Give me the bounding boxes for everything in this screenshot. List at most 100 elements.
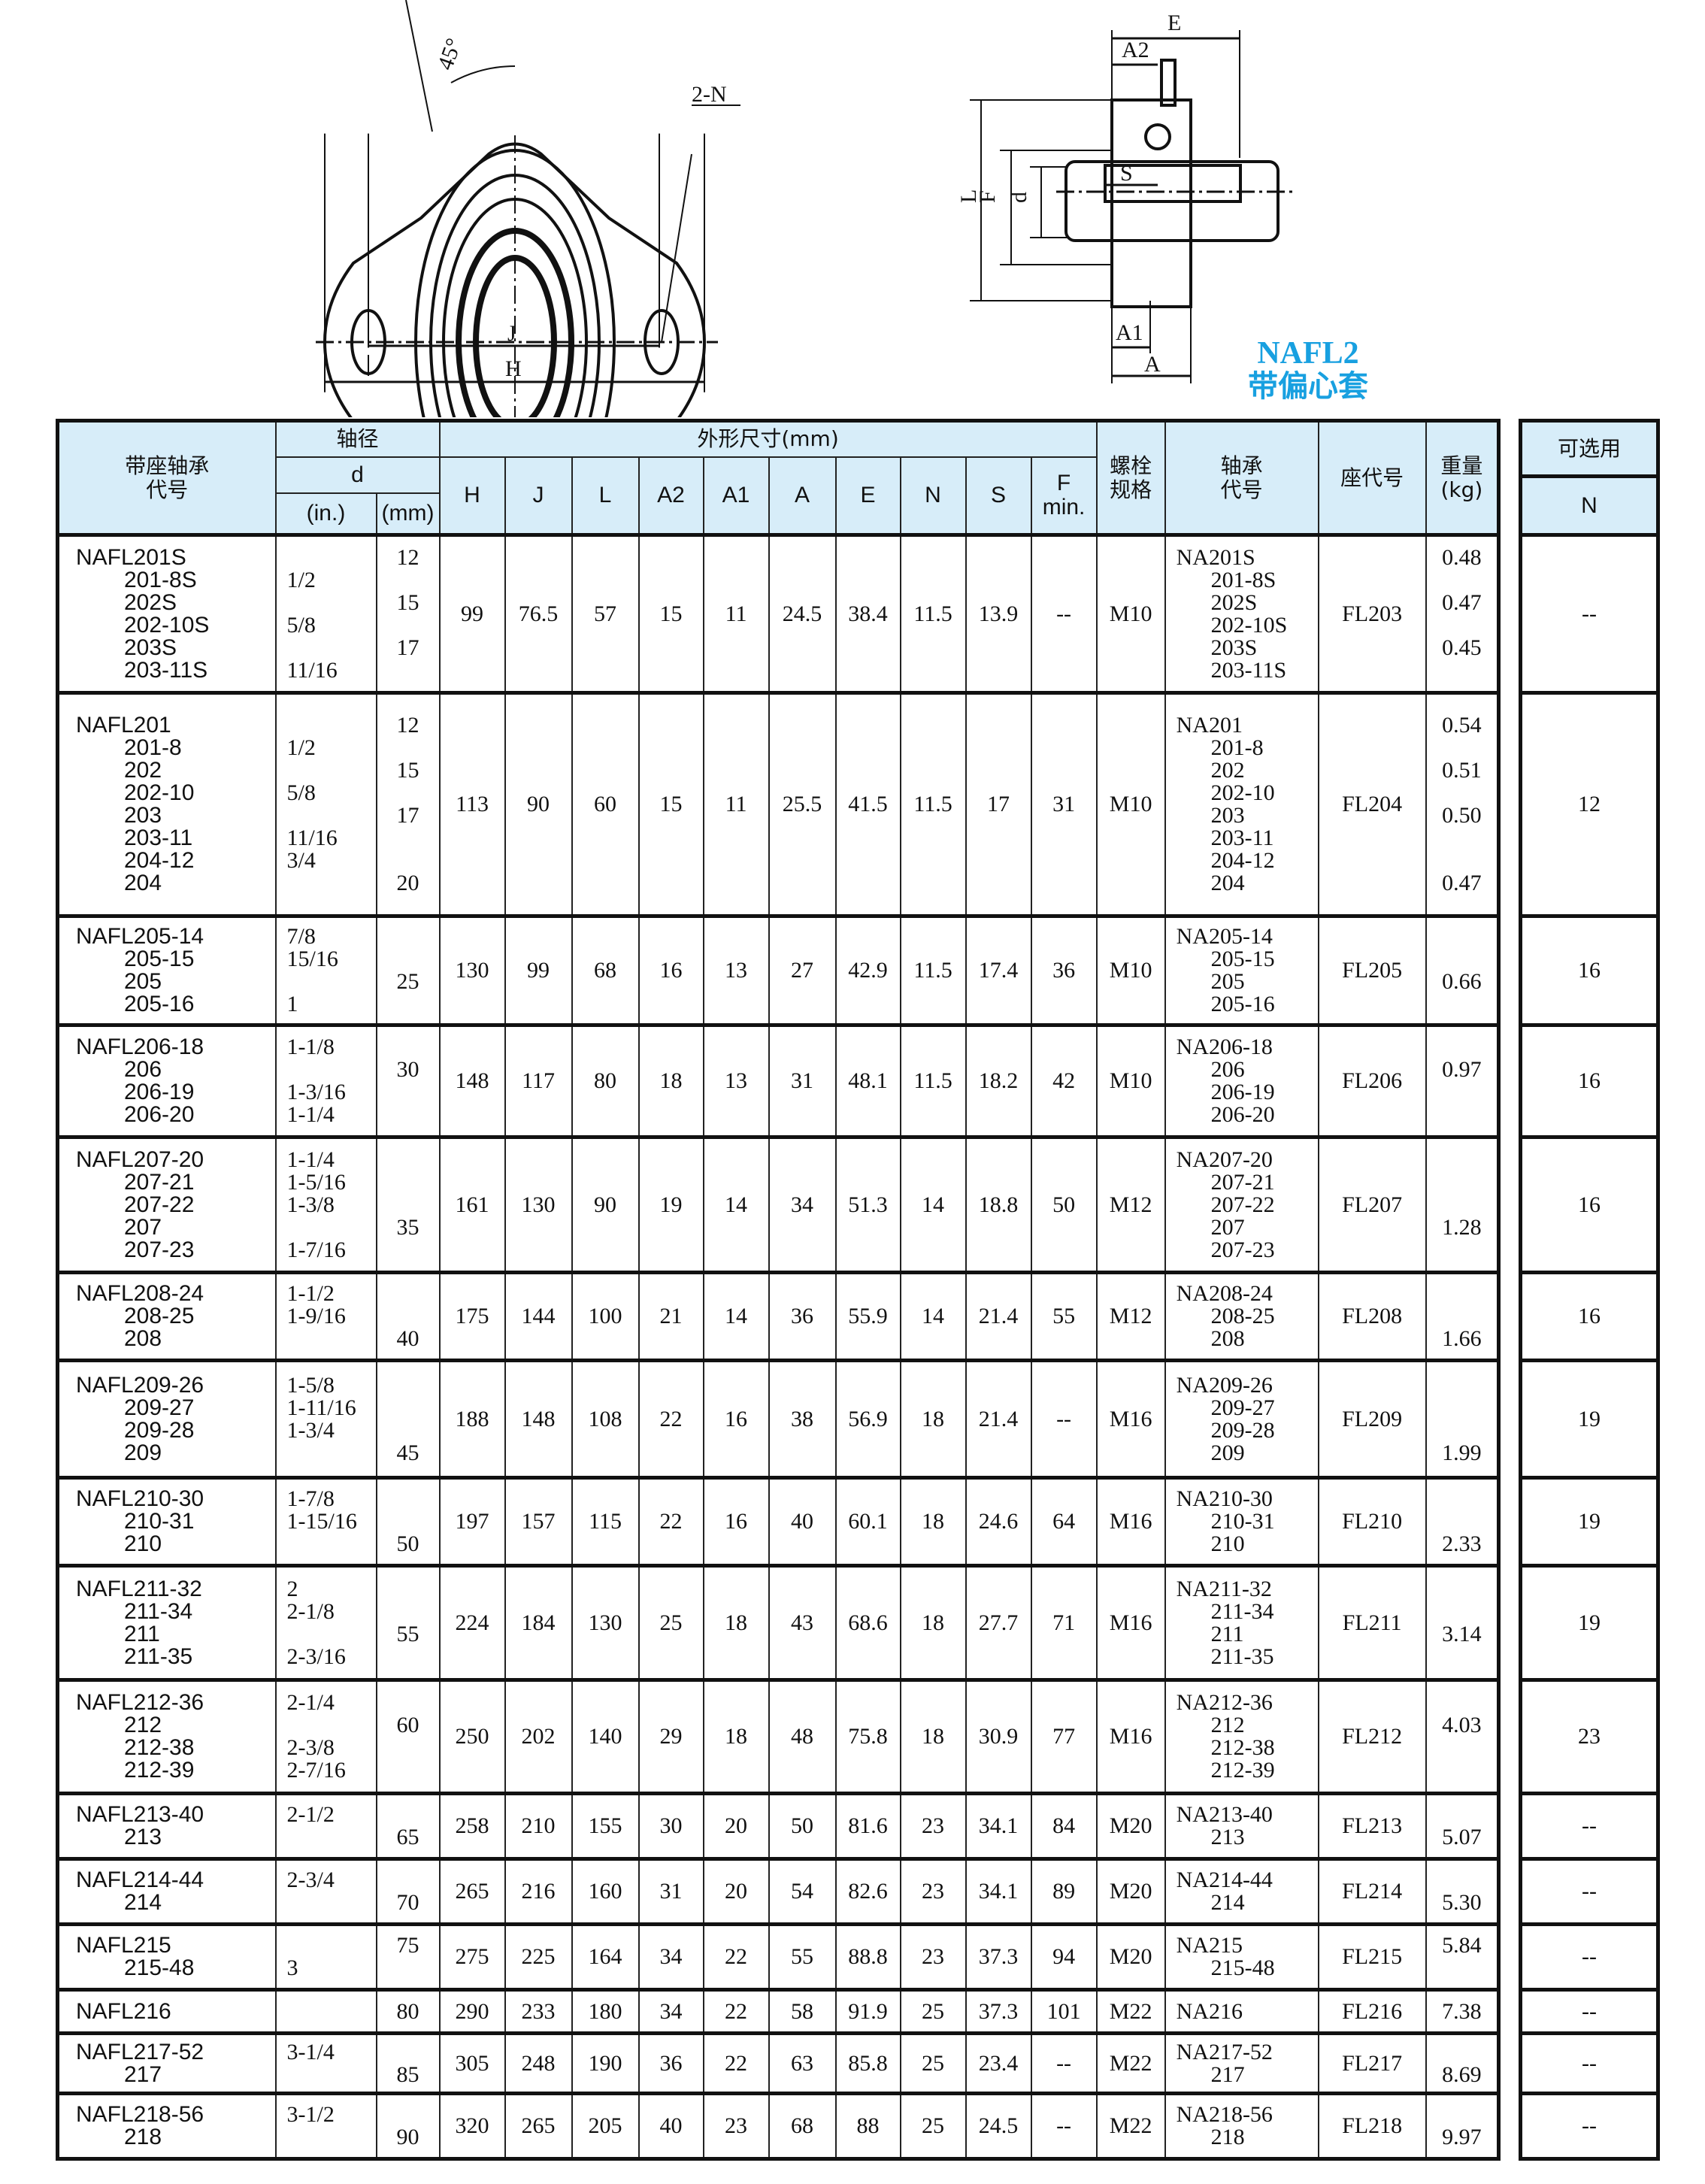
dim-s-cell: 18.8 xyxy=(965,1136,1032,1274)
dim-n-cell: 11.5 xyxy=(899,692,967,917)
table-row: NAFL208-24 208-25 208 1-1/2 1-9/16 40 175 144 10… xyxy=(56,1271,1500,1362)
table-row: NAFL211-32 211-34 211 211-35 2 2-1/8 2-3/16 55 2… xyxy=(56,1565,1500,1681)
dim-a2-cell: 31 xyxy=(637,1858,704,1925)
shaft-in-cell-line: 1-3/8 xyxy=(286,1192,335,1217)
shaft-in-cell: 3 xyxy=(274,1923,377,1991)
dim-l-cell: 100 xyxy=(571,1271,640,1362)
unit-no-cell-line: 203-11 xyxy=(124,825,193,850)
unit-no-cell-line: 210 xyxy=(124,1531,162,1556)
dim-e-cell: 56.9 xyxy=(834,1359,901,1479)
dim-a1-cell: 11 xyxy=(702,692,770,917)
bolt-cell: M10 xyxy=(1095,534,1166,694)
shaft-in-cell-line: 11/16 xyxy=(286,657,338,683)
bolt-cell: M22 xyxy=(1095,1989,1166,2034)
weight-cell: 8.69 xyxy=(1425,2032,1500,2095)
optional-row: 19 xyxy=(1519,1565,1659,1681)
dim-j-cell: 99 xyxy=(504,915,573,1026)
housing-cell: FL216 xyxy=(1317,1989,1427,2034)
shaft-mm-cell: 75 xyxy=(375,1923,441,1991)
bearing-cell-line: 212-39 xyxy=(1210,1758,1275,1783)
n-cell: 16 xyxy=(1519,1271,1659,1362)
unit-no-cell-line: 202S xyxy=(124,589,177,615)
shaft-mm-cell-line xyxy=(380,1283,436,1305)
label-h: H xyxy=(505,356,522,381)
shaft-in-cell-line: 2-3/4 xyxy=(286,1867,335,1892)
shaft-mm-cell-line xyxy=(380,850,436,872)
bearing-cell: NA206-18 206 206-19 206-20 xyxy=(1164,1024,1319,1138)
bearing-cell-line: 205 xyxy=(1210,969,1245,994)
bearing-cell-line: 203-11 xyxy=(1210,825,1274,850)
shaft-in-cell-line: 1-1/2 xyxy=(286,1281,335,1306)
dim-h-cell: 197 xyxy=(438,1477,506,1567)
dim-e-cell: 42.9 xyxy=(834,915,901,1026)
header-in: (in.) xyxy=(274,492,377,536)
dim-e-cell: 88.8 xyxy=(834,1923,901,1991)
bearing-cell-line: 218 xyxy=(1210,2125,1245,2149)
dim-e-cell: 75.8 xyxy=(834,1679,901,1795)
shaft-in-cell-line: 1-15/16 xyxy=(286,1509,357,1534)
bearing-cell-line: 215-48 xyxy=(1210,1955,1275,1980)
shaft-in-cell-line: 5/8 xyxy=(286,780,316,805)
dim-l-cell: 68 xyxy=(571,915,640,1026)
dim-a-cell: 25.5 xyxy=(768,692,837,917)
weight-cell-line: 0.66 xyxy=(1442,969,1482,994)
dim-a1-cell: 23 xyxy=(702,2092,770,2160)
optional-row: 16 xyxy=(1519,1024,1659,1138)
dim-a-cell: 31 xyxy=(768,1024,837,1138)
housing-cell: FL203 xyxy=(1317,534,1427,694)
weight-cell-line xyxy=(1430,569,1495,592)
dim-f-cell: 89 xyxy=(1030,1858,1098,1925)
shaft-mm-cell-line: 35 xyxy=(396,1214,419,1240)
dim-a2-cell: 22 xyxy=(637,1359,704,1479)
weight-cell-line xyxy=(1430,1036,1495,1059)
shaft-in-cell-line xyxy=(280,872,373,895)
unit-no-cell-line: 201-8S xyxy=(124,567,197,592)
label-holes: 2-N xyxy=(692,82,727,107)
header-bearing: 轴承 代号 xyxy=(1164,420,1319,536)
shaft-mm-cell-line: 30 xyxy=(396,1057,419,1082)
dim-l-cell: 60 xyxy=(571,692,640,917)
dimension-labels: 45° 2-N J H E A2 L F d S A1 A xyxy=(433,11,1182,381)
shaft-in-cell xyxy=(274,1989,377,2034)
dim-e-cell: 60.1 xyxy=(834,1477,901,1567)
bearing-cell-line: 213 xyxy=(1210,1825,1245,1849)
weight-cell-line xyxy=(1430,1081,1495,1104)
weight-cell-line xyxy=(1430,782,1495,804)
shaft-mm-cell-line: 20 xyxy=(396,871,419,895)
dim-f-cell: -- xyxy=(1030,2092,1098,2160)
shaft-in-cell-line: 2-1/8 xyxy=(286,1598,335,1624)
shaft-mm-cell-line xyxy=(380,1081,436,1104)
dim-f-cell: 77 xyxy=(1030,1679,1098,1795)
shaft-in-cell-line: 15/16 xyxy=(286,947,338,971)
unit-no-cell-line: 207-21 xyxy=(124,1169,195,1195)
bearing-cell-line: 207 xyxy=(1210,1214,1245,1240)
unit-no-cell-line: NAFL210-30 xyxy=(76,1486,204,1511)
weight-cell: 5.30 xyxy=(1425,1858,1500,1925)
dim-e-cell: 88 xyxy=(834,2092,901,2160)
series-label: NAFL2 带偏心套 xyxy=(1233,337,1383,403)
dim-a-cell: 54 xyxy=(768,1858,837,1925)
bearing-cell-line: 203S xyxy=(1210,635,1258,660)
series-note: 带偏心套 xyxy=(1248,369,1368,404)
weight-cell-line: 0.51 xyxy=(1442,758,1482,783)
shaft-mm-cell: 55 xyxy=(375,1565,441,1681)
bearing-cell: NA201S 201-8S 202S 202-10S 203S 203-11S xyxy=(1164,534,1319,694)
shaft-mm-cell-line xyxy=(380,1759,436,1782)
shaft-in-cell: 2-1/4 2-3/8 2-7/16 xyxy=(274,1679,377,1795)
unit-no-cell-line: 202 xyxy=(124,758,162,783)
bearing-cell-line: 210 xyxy=(1210,1531,1245,1556)
bearing-cell-line: 211 xyxy=(1210,1621,1244,1646)
weight-cell-line: 2.33 xyxy=(1442,1531,1482,1556)
dim-a-cell: 43 xyxy=(768,1565,837,1681)
shaft-mm-cell-line xyxy=(380,1239,436,1262)
unit-no-cell-line: 201-8 xyxy=(124,735,182,760)
unit-no-cell: NAFL205-14 205-15 205 205-16 xyxy=(56,915,277,1026)
bolt-cell: M16 xyxy=(1095,1477,1166,1567)
unit-no-cell-line: NAFL212-36 xyxy=(76,1690,204,1715)
bolt-cell: M16 xyxy=(1095,1679,1166,1795)
weight-cell-line xyxy=(1430,925,1495,948)
n-cell: -- xyxy=(1519,534,1659,694)
dim-a2-cell: 19 xyxy=(637,1136,704,1274)
dim-a1-cell: 22 xyxy=(702,2032,770,2095)
dim-j-cell: 148 xyxy=(504,1359,573,1479)
